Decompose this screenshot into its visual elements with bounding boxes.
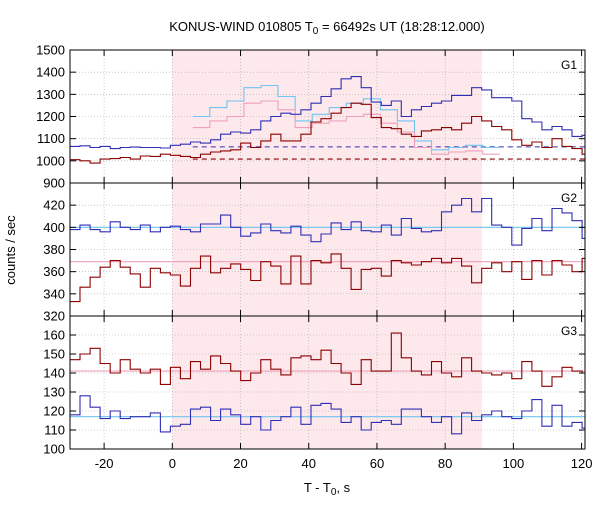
y-tick-label: 420 — [43, 198, 65, 213]
panel-g1: 900 1000 1100 1200 1300 1400 1500 G1 — [36, 43, 586, 191]
plot-area — [70, 197, 585, 303]
x-tick-label: 60 — [370, 456, 384, 471]
y-tick-label: 1400 — [36, 65, 65, 80]
y-tick-label: 110 — [44, 423, 65, 438]
y-tick-label: 140 — [43, 366, 65, 381]
y-tick-label: 120 — [43, 404, 65, 419]
y-tick-label: 1500 — [36, 43, 65, 58]
x-tick-label: 120 — [571, 456, 593, 471]
highlight-band — [172, 183, 483, 316]
y-tick-label: 150 — [43, 347, 65, 362]
panels-group: 900100011001200130014001500G132034036038… — [36, 43, 593, 472]
panel-label: G2 — [561, 191, 577, 205]
y-axis-title: counts / sec — [3, 215, 18, 285]
y-tick-label: 130 — [43, 385, 65, 400]
series-light-blue — [192, 84, 500, 151]
panel-label: G3 — [561, 324, 577, 338]
x-tick-label: 100 — [503, 456, 525, 471]
y-tick-label: 900 — [43, 176, 65, 191]
x-tick-label: 20 — [233, 456, 247, 471]
series-red-main — [70, 253, 585, 303]
plot-area — [70, 76, 585, 164]
series-blue-main — [70, 76, 585, 150]
y-tick-label: 400 — [43, 220, 65, 235]
series-red-main — [70, 102, 585, 164]
y-tick-label: 380 — [43, 242, 65, 257]
highlight-band — [172, 50, 483, 183]
x-axis-title: T - T0, s — [304, 480, 351, 498]
chart-title: KONUS-WIND 010805 T0 = 66492s UT (18:28:… — [169, 19, 484, 37]
x-tick-label: 80 — [438, 456, 452, 471]
y-tick-label: 160 — [43, 328, 65, 343]
series-red-main — [70, 332, 585, 387]
series-blue-main — [70, 197, 585, 246]
y-tick-label: 1100 — [37, 131, 65, 146]
y-tick-label: 100 — [43, 442, 65, 457]
plot-area — [70, 332, 585, 435]
y-tick-label: 360 — [43, 264, 65, 279]
panel-frame — [69, 315, 586, 450]
y-tick-label: 340 — [43, 286, 65, 301]
series-blue-main — [70, 395, 585, 435]
panel-g3: 100 110 120 130 140 150 160 G3 — [43, 315, 586, 457]
y-tick-label: 1300 — [36, 87, 65, 102]
panel-label: G1 — [561, 58, 577, 72]
x-tick-label: 40 — [302, 456, 316, 471]
y-tick-label: 320 — [43, 309, 65, 324]
highlight-band — [172, 316, 483, 449]
x-tick-label: -20 — [95, 456, 114, 471]
panel-g2: 320 340 360 380 400 420 G2 — [43, 182, 586, 324]
y-tick-label: 1200 — [36, 109, 65, 124]
x-tick-label: 0 — [169, 456, 176, 471]
y-tick-label: 1000 — [36, 153, 65, 168]
series-light-red — [192, 100, 500, 155]
